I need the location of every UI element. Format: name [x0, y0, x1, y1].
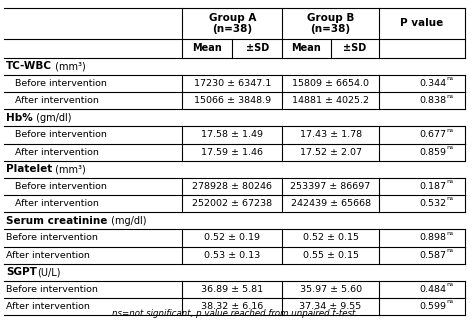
- Text: ±SD: ±SD: [246, 43, 269, 53]
- Text: After intervention: After intervention: [6, 250, 90, 260]
- Text: 0.898: 0.898: [419, 233, 447, 243]
- Text: 37.34 ± 9.55: 37.34 ± 9.55: [300, 302, 362, 311]
- Text: ns=not significant, p value reached from unpaired t-test: ns=not significant, p value reached from…: [112, 309, 356, 318]
- Text: Mean: Mean: [192, 43, 222, 53]
- Text: SGPT: SGPT: [6, 267, 37, 277]
- Text: Mean: Mean: [292, 43, 321, 53]
- Text: ns: ns: [447, 179, 454, 184]
- Text: 38.32 ± 6.16: 38.32 ± 6.16: [201, 302, 264, 311]
- Text: 17.59 ± 1.46: 17.59 ± 1.46: [201, 148, 263, 157]
- Text: 0.55 ± 0.15: 0.55 ± 0.15: [302, 250, 359, 260]
- Text: ns: ns: [447, 196, 454, 202]
- Text: ns: ns: [447, 299, 454, 305]
- Text: TC-WBC: TC-WBC: [6, 61, 52, 71]
- Text: 0.859: 0.859: [419, 148, 447, 157]
- Text: After intervention: After intervention: [6, 96, 99, 105]
- Text: 15809 ± 6654.0: 15809 ± 6654.0: [292, 79, 369, 88]
- Text: 17.52 ± 2.07: 17.52 ± 2.07: [300, 148, 362, 157]
- Text: 35.97 ± 5.60: 35.97 ± 5.60: [300, 285, 362, 294]
- Text: Group B
(n=38): Group B (n=38): [307, 13, 354, 34]
- Text: (gm/dl): (gm/dl): [33, 113, 72, 123]
- Text: 0.187: 0.187: [419, 182, 447, 191]
- Text: ns: ns: [447, 248, 454, 253]
- Text: 36.89 ± 5.81: 36.89 ± 5.81: [201, 285, 264, 294]
- Text: (U/L): (U/L): [37, 267, 61, 277]
- Text: 0.344: 0.344: [419, 79, 447, 88]
- Text: 0.484: 0.484: [419, 285, 447, 294]
- Text: 15066 ± 3848.9: 15066 ± 3848.9: [194, 96, 271, 105]
- Text: 242439 ± 65668: 242439 ± 65668: [291, 199, 371, 208]
- Text: 17.58 ± 1.49: 17.58 ± 1.49: [201, 130, 263, 140]
- Text: ns: ns: [447, 128, 454, 133]
- Text: 252002 ± 67238: 252002 ± 67238: [192, 199, 273, 208]
- Text: ns: ns: [447, 145, 454, 150]
- Text: Before intervention: Before intervention: [6, 285, 98, 294]
- Text: ns: ns: [447, 76, 454, 82]
- Text: 14881 ± 4025.2: 14881 ± 4025.2: [292, 96, 369, 105]
- Text: Platelet: Platelet: [6, 164, 53, 174]
- Text: 0.52 ± 0.15: 0.52 ± 0.15: [302, 233, 359, 243]
- Text: 17.43 ± 1.78: 17.43 ± 1.78: [300, 130, 362, 140]
- Text: After intervention: After intervention: [6, 148, 99, 157]
- Text: 0.53 ± 0.13: 0.53 ± 0.13: [204, 250, 260, 260]
- Text: 0.677: 0.677: [419, 130, 447, 140]
- Text: 0.599: 0.599: [419, 302, 447, 311]
- Text: 0.52 ± 0.19: 0.52 ± 0.19: [204, 233, 260, 243]
- Text: Hb%: Hb%: [6, 113, 33, 123]
- Text: After intervention: After intervention: [6, 302, 90, 311]
- Text: (mm³): (mm³): [53, 164, 86, 174]
- Text: 0.587: 0.587: [419, 250, 447, 260]
- Text: ns: ns: [447, 93, 454, 99]
- Text: 253397 ± 86697: 253397 ± 86697: [291, 182, 371, 191]
- Text: 278928 ± 80246: 278928 ± 80246: [192, 182, 272, 191]
- Text: Group A
(n=38): Group A (n=38): [209, 13, 256, 34]
- Text: ns: ns: [447, 231, 454, 236]
- Text: Before intervention: Before intervention: [6, 130, 107, 140]
- Text: (mm³): (mm³): [52, 61, 86, 71]
- Text: ns: ns: [447, 282, 454, 287]
- Text: Before intervention: Before intervention: [6, 79, 107, 88]
- Text: Before intervention: Before intervention: [6, 182, 107, 191]
- Text: (mg/dl): (mg/dl): [108, 216, 146, 226]
- Text: 0.532: 0.532: [419, 199, 447, 208]
- Text: P value: P value: [400, 18, 444, 28]
- Text: ±SD: ±SD: [343, 43, 366, 53]
- Text: 0.838: 0.838: [419, 96, 447, 105]
- Text: 17230 ± 6347.1: 17230 ± 6347.1: [194, 79, 271, 88]
- Text: Serum creatinine: Serum creatinine: [6, 216, 108, 226]
- Text: After intervention: After intervention: [6, 199, 99, 208]
- Text: Before intervention: Before intervention: [6, 233, 98, 243]
